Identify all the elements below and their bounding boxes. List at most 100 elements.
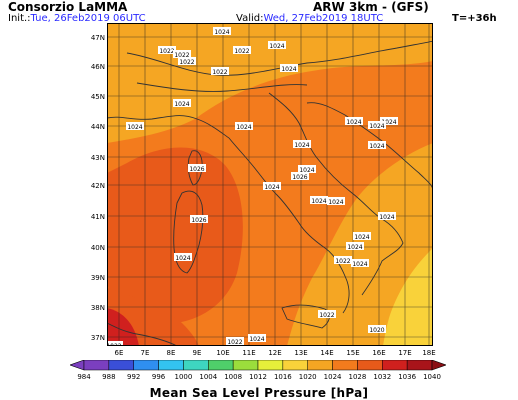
isobar-label: 1024: [213, 27, 231, 36]
colorbar-tick: 988: [102, 373, 115, 381]
isobar-label: 1024: [235, 122, 253, 131]
colorbar-tick: 1000: [175, 373, 193, 381]
init-label: Init.:: [8, 13, 31, 24]
isobar-label: 1024: [345, 117, 363, 126]
colorbar-tick: 1004: [199, 373, 217, 381]
colorbar: 984 988 992 996 1000 1004 1008 1012 1016 1020 1024…: [70, 360, 446, 381]
colorbar-max-arrow: [431, 360, 446, 371]
lon-label: 11E: [242, 349, 255, 357]
svg-text:1024: 1024: [264, 184, 279, 191]
isobar-label: 1024: [293, 140, 311, 149]
svg-text:1024: 1024: [127, 124, 142, 131]
colorbar-swatch: [406, 360, 433, 371]
isobar-label: 1024: [353, 232, 371, 241]
colorbar-swatch: [208, 360, 234, 371]
svg-text:1024: 1024: [369, 123, 384, 130]
lat-label: 45N: [91, 93, 105, 101]
isobar-label: 1024: [310, 196, 328, 205]
svg-text:1022: 1022: [179, 59, 194, 66]
svg-text:1024: 1024: [281, 66, 296, 73]
colorbar-tick: 1036: [398, 373, 416, 381]
isobar-label: 1022: [173, 50, 191, 59]
isobar-label: 1022: [226, 337, 244, 346]
lon-label: 18E: [422, 349, 435, 357]
colorbar-swatch: [282, 360, 308, 371]
isobar-label: 1026: [188, 164, 206, 173]
svg-text:1022: 1022: [174, 52, 189, 59]
svg-text:1022: 1022: [335, 258, 350, 265]
isobar-label: 1022: [211, 67, 229, 76]
isobar-label: 1022: [107, 341, 123, 346]
lat-label: 46N: [91, 63, 105, 71]
isobar-label: 1024: [248, 334, 266, 343]
svg-text:1022: 1022: [212, 69, 227, 76]
lon-label: 9E: [193, 349, 202, 357]
isobar-label: 1024: [263, 182, 281, 191]
init-time: Init.:Tue, 26Feb2019 06UTC: [8, 13, 146, 25]
colorbar-tick: 1032: [373, 373, 391, 381]
isobar-label: 1024: [174, 253, 192, 262]
svg-text:1024: 1024: [294, 142, 309, 149]
colorbar-swatch: [357, 360, 383, 371]
colorbar-swatch: [83, 360, 110, 371]
field-1032-sw: [107, 308, 139, 346]
org-title: Consorzio LaMMA: [8, 0, 128, 14]
model-title: ARW 3km - (GFS): [313, 0, 429, 14]
svg-text:1022: 1022: [159, 48, 174, 55]
lon-label: 17E: [398, 349, 411, 357]
lat-label: 37N: [91, 334, 105, 342]
lon-label: 13E: [294, 349, 307, 357]
lat-label: 41N: [91, 213, 105, 221]
svg-text:1024: 1024: [175, 255, 190, 262]
colorbar-tick: 1040: [423, 373, 441, 381]
colorbar-tick: 1020: [299, 373, 317, 381]
isobar-label: 1022: [233, 46, 251, 55]
isobar-label: 1024: [346, 242, 364, 251]
svg-text:1024: 1024: [379, 214, 394, 221]
colorbar-tick: 996: [152, 373, 166, 381]
svg-text:1024: 1024: [381, 119, 396, 126]
isobar-label: 1022: [318, 310, 336, 319]
isobar-label: 1024: [368, 121, 386, 130]
colorbar-min-arrow: [70, 360, 85, 371]
colorbar-tick: 1016: [274, 373, 292, 381]
lon-label: 6E: [115, 349, 124, 357]
isobar-label: 1024: [378, 212, 396, 221]
lon-label: 7E: [141, 349, 150, 357]
coast-africa: [107, 322, 178, 346]
valid-label: Valid:: [236, 13, 264, 24]
coast-italy-east: [268, 92, 404, 296]
colorbar-title: Mean Sea Level Pressure [hPa]: [149, 386, 369, 400]
field-1016-southeast: [383, 248, 433, 346]
svg-text:1024: 1024: [214, 29, 229, 36]
init-value: Tue, 26Feb2019 06UTC: [30, 13, 146, 24]
svg-text:1024: 1024: [347, 244, 362, 251]
coast-ligurian: [107, 115, 230, 139]
lat-label: 43N: [91, 154, 105, 162]
svg-text:1024: 1024: [299, 167, 314, 174]
lon-label: 15E: [346, 349, 359, 357]
forecast-step: T=+36h: [452, 13, 497, 24]
isobar-label: 1024: [368, 141, 386, 150]
colorbar-tick: 1008: [224, 373, 242, 381]
svg-text:1026: 1026: [191, 217, 206, 224]
isobar-label: 1024: [173, 99, 191, 108]
lon-label: 10E: [216, 349, 229, 357]
colorbar-swatch: [232, 360, 259, 371]
colorbar-tick: 1012: [249, 373, 267, 381]
lat-label: 42N: [91, 182, 105, 190]
valid-value: Wed, 27Feb2019 18UTC: [263, 13, 384, 24]
svg-text:1024: 1024: [249, 336, 264, 343]
colorbar-tick: 992: [127, 373, 140, 381]
lat-label: 40N: [91, 244, 105, 252]
colorbar-swatch: [183, 360, 209, 371]
isobar-label: 1024: [268, 41, 286, 50]
coast-italy-west: [228, 137, 350, 314]
svg-text:1024: 1024: [269, 43, 284, 50]
isobar-label: 1020: [368, 325, 386, 334]
isobar-label: 1024: [126, 122, 144, 131]
svg-text:1024: 1024: [174, 101, 189, 108]
isobar-label: 1024: [351, 259, 369, 268]
colorbar-swatch: [257, 360, 284, 371]
